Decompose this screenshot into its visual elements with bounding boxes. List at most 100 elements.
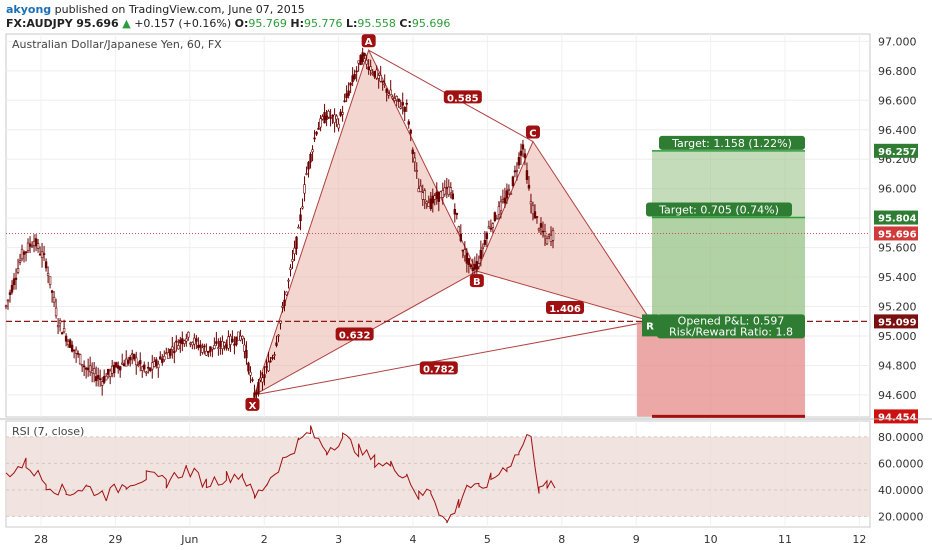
candle-body: [465, 252, 469, 264]
candle-body: [341, 112, 344, 115]
price-tick-label: 95.000: [878, 330, 917, 343]
candle-body: [337, 123, 340, 129]
candle-body: [277, 334, 280, 337]
entry-tag-box: [642, 314, 658, 337]
candle-body: [473, 264, 477, 270]
candle-body: [82, 365, 86, 368]
time-tick-label: 11: [778, 533, 792, 546]
candle-body: [331, 114, 334, 117]
time-tick-label: 9: [633, 533, 640, 546]
point-c-tag: [525, 125, 540, 139]
rsi-tick-label: 60.0000: [878, 457, 924, 470]
candle-body: [131, 353, 134, 356]
point-a-tag: [361, 34, 376, 48]
candle-body: [417, 188, 420, 193]
candle-body: [6, 299, 10, 302]
candle-body: [487, 226, 491, 229]
candle-body: [34, 238, 38, 247]
candle-body: [203, 345, 206, 348]
candle-body: [123, 363, 126, 367]
candle-body: [507, 188, 511, 191]
candle-body: [321, 116, 324, 120]
candle-body: [183, 340, 186, 344]
candle-body: [523, 153, 527, 159]
candle-body: [243, 344, 246, 352]
candle-body: [509, 192, 513, 195]
candle-body: [197, 344, 200, 349]
candle-body: [121, 362, 124, 365]
candle-body: [349, 82, 352, 86]
candle-body: [367, 66, 370, 71]
target1-zone: [652, 217, 805, 322]
candle-body: [245, 350, 248, 359]
candle-body: [535, 216, 539, 218]
candle-body: [163, 356, 166, 360]
price-tick-label: 97.000: [878, 35, 917, 48]
candle-body: [495, 217, 499, 220]
time-tick-label: Jun: [180, 533, 198, 546]
target1-price-flag: [874, 210, 918, 225]
candle-body: [185, 338, 188, 342]
candle-body: [421, 192, 424, 200]
candle-body: [36, 243, 40, 249]
candle-body: [419, 185, 422, 192]
candle-body: [257, 381, 260, 394]
candle-body: [445, 187, 449, 189]
candle-body: [247, 362, 250, 372]
candle-body: [271, 356, 274, 359]
candle-body: [503, 197, 507, 204]
candle-body: [241, 335, 244, 340]
candle-body: [297, 226, 300, 229]
candle-body: [72, 349, 76, 352]
candle-body: [239, 335, 242, 341]
candle-body: [40, 251, 44, 258]
rsi-line: [5, 425, 556, 524]
candle-body: [223, 342, 226, 347]
candle-body: [253, 392, 256, 398]
ratio-tag: [546, 300, 585, 314]
publish-info: published on TradingView.com, June 07, 2…: [54, 3, 305, 16]
last-price-flag: 95.696: [878, 229, 917, 240]
candle-body: [80, 364, 84, 367]
candle-body: [70, 344, 74, 352]
candle-body: [54, 307, 58, 317]
point-a-label: A: [365, 37, 373, 48]
rsi-tick-label: 20.0000: [878, 510, 924, 523]
candle-body: [8, 292, 12, 295]
candle-body: [20, 248, 24, 260]
candle-body: [471, 267, 475, 271]
candle-body: [399, 106, 402, 109]
target-zone: [652, 150, 805, 322]
candle-body: [269, 360, 272, 363]
candle-body: [38, 253, 42, 256]
candle-body: [32, 240, 36, 246]
candle-body: [361, 52, 364, 62]
time-tick-label: 3: [335, 533, 342, 546]
candle-body: [459, 233, 463, 242]
candle-body: [467, 258, 471, 265]
candle-body: [333, 114, 336, 123]
candle-body: [469, 264, 473, 268]
close-value: 95.696: [411, 17, 451, 30]
candle-body: [119, 366, 122, 371]
candle-body: [102, 376, 106, 383]
time-tick-label: 2: [261, 533, 268, 546]
candle-body: [461, 249, 465, 252]
high-label: H:: [290, 17, 304, 30]
candle-body: [479, 249, 483, 259]
candle-body: [263, 374, 266, 378]
candle-body: [427, 202, 430, 208]
candle-body: [457, 226, 461, 233]
candle-body: [259, 377, 262, 381]
author-name[interactable]: akyong: [6, 3, 52, 16]
candle-body: [167, 352, 170, 359]
candle-body: [439, 191, 442, 199]
price-tick-label: 96.400: [878, 124, 917, 137]
candle-body: [48, 276, 52, 286]
candle-body: [521, 144, 525, 150]
candle-body: [541, 230, 545, 233]
candle-body: [237, 331, 240, 341]
candle-body: [251, 379, 254, 381]
candle-body: [451, 193, 455, 200]
